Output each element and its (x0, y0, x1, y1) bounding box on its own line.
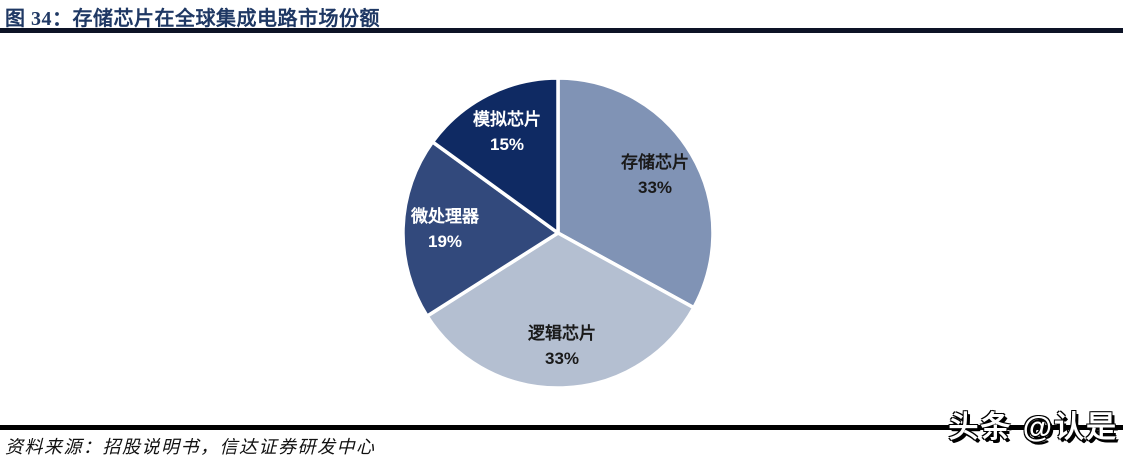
title-divider (0, 28, 1123, 33)
pie-label-模拟芯片: 模拟芯片 15% (473, 107, 541, 157)
pie-label-name: 存储芯片 (621, 153, 689, 172)
pie-slice-微处理器 (401, 140, 560, 318)
pie-label-name: 微处理器 (411, 207, 479, 226)
pie-slice-模拟芯片 (430, 76, 560, 235)
pie-chart: 存储芯片 33% 逻辑芯片 33% 微处理器 19% 模拟芯片 15% (0, 33, 1123, 423)
pie-label-value: 15% (489, 135, 525, 154)
pie-label-name: 模拟芯片 (473, 110, 541, 129)
pie-label-逻辑芯片: 逻辑芯片 33% (528, 321, 596, 371)
footer-divider (0, 425, 1123, 430)
watermark: 头条 @认是 (948, 411, 1118, 444)
pie-slice-逻辑芯片 (425, 231, 696, 390)
pie-slice-存储芯片 (556, 76, 715, 310)
figure-title: 图 34：存储芯片在全球集成电路市场份额 (5, 8, 380, 30)
pie-label-value: 33% (637, 178, 673, 197)
pie-label-存储芯片: 存储芯片 33% (621, 150, 689, 200)
pie-chart-svg (401, 76, 715, 390)
pie-label-value: 33% (544, 349, 580, 368)
pie-label-value: 19% (427, 232, 463, 251)
pie-label-name: 逻辑芯片 (528, 324, 596, 343)
pie-label-微处理器: 微处理器 19% (411, 204, 479, 254)
source-note: 资料来源：招股说明书，信达证券研发中心 (5, 437, 376, 457)
